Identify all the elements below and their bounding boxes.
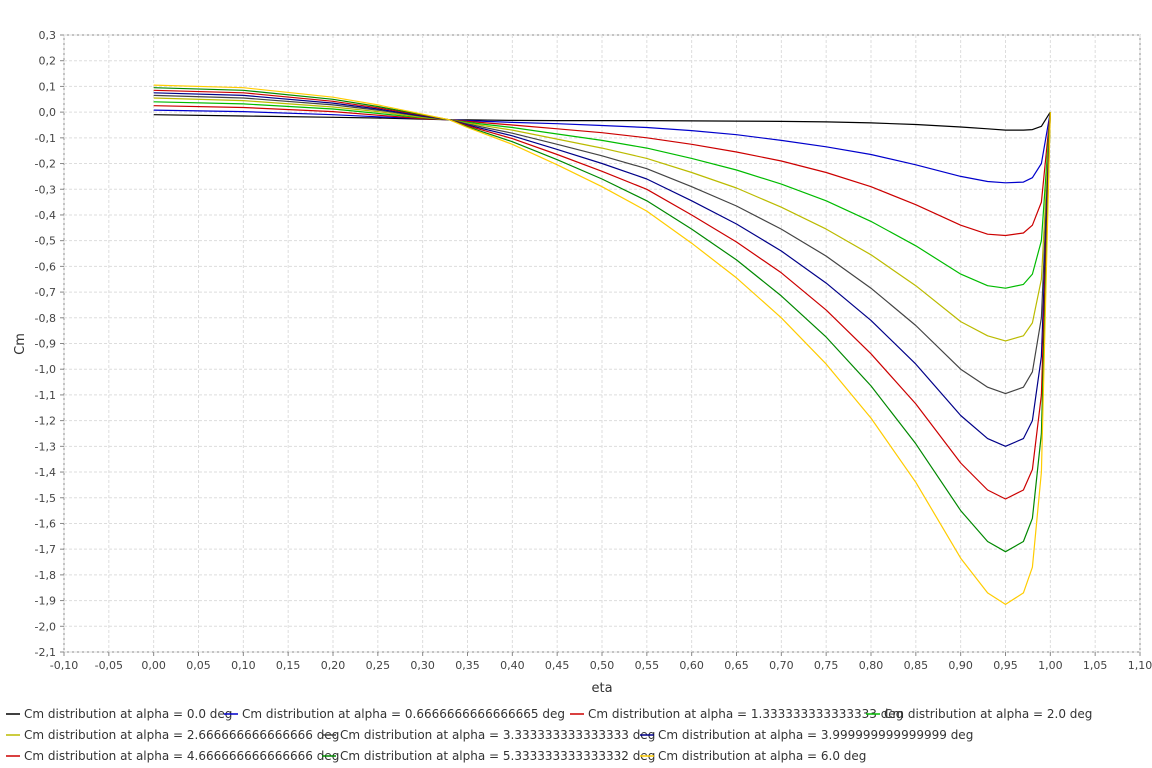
y-tick-label: -0,7: [35, 286, 56, 299]
y-tick-label: -1,2: [35, 415, 56, 428]
series-line-0: [153, 111, 1051, 131]
x-tick-label: 0,50: [590, 659, 615, 672]
legend-entry-1: Cm distribution at alpha = 0.66666666666…: [242, 707, 565, 721]
legend-entry-0: Cm distribution at alpha = 0.0 deg: [24, 707, 232, 721]
x-axis-ticks: -0,10 -0,05 0,00 0,05 0,10 0,15 0,20 0,25 0,30 0,…: [50, 652, 1152, 672]
legend-entry-8: Cm distribution at alpha = 5.33333333333…: [340, 749, 655, 763]
legend-entry-3: Cm distribution at alpha = 2.0 deg: [884, 707, 1092, 721]
series-line-6: [153, 92, 1051, 447]
legend-entry-6: Cm distribution at alpha = 3.99999999999…: [658, 728, 973, 742]
x-tick-label: 0,45: [545, 659, 570, 672]
y-tick-label: -0,6: [35, 260, 56, 273]
y-tick-label: 0,3: [39, 29, 57, 42]
y-tick-label: -2,1: [35, 646, 56, 659]
y-tick-label: -1,8: [35, 569, 56, 582]
legend-entry-9: Cm distribution at alpha = 6.0 deg: [658, 749, 866, 763]
y-tick-label: -0,4: [35, 209, 56, 222]
x-axis-title: eta: [591, 681, 612, 696]
y-tick-label: -1,7: [35, 543, 56, 556]
x-tick-label: 0,40: [500, 659, 525, 672]
y-tick-label: -1,6: [35, 517, 56, 530]
y-axis-title: Cm: [13, 333, 28, 355]
y-tick-label: -1,9: [35, 595, 56, 608]
y-tick-label: -0,3: [35, 183, 56, 196]
x-tick-label: 0,10: [231, 659, 256, 672]
y-tick-label: 0,0: [39, 106, 57, 119]
x-tick-label: 0,05: [186, 659, 211, 672]
y-tick-label: -0,2: [35, 158, 56, 171]
legend-entry-2: Cm distribution at alpha = 1.33333333333…: [588, 707, 903, 721]
x-tick-label: 0,60: [679, 659, 704, 672]
y-tick-label: -0,9: [35, 338, 56, 351]
x-tick-label: 0,75: [814, 659, 839, 672]
x-tick-label: 0,80: [859, 659, 884, 672]
x-tick-label: -0,10: [50, 659, 78, 672]
y-tick-label: -0,8: [35, 312, 56, 325]
series-lines: [153, 84, 1051, 606]
x-tick-label: 0,65: [724, 659, 749, 672]
x-tick-label: 0,55: [635, 659, 660, 672]
legend-entry-5: Cm distribution at alpha = 3.33333333333…: [340, 728, 655, 742]
series-line-9: [153, 84, 1051, 606]
x-tick-label: 0,25: [366, 659, 391, 672]
x-tick-label: 1,00: [1038, 659, 1063, 672]
x-tick-label: 0,15: [276, 659, 301, 672]
y-tick-label: -1,0: [35, 363, 56, 376]
y-tick-label: -1,1: [35, 389, 56, 402]
series-line-2: [153, 105, 1051, 237]
y-axis-ticks: 0,3 0,2 0,1 0,0 -0,1 -0,2 -0,3 -0,4 -0,5 -0,6 -0,7…: [35, 29, 64, 659]
series-line-7: [153, 89, 1051, 500]
x-tick-label: 0,20: [321, 659, 346, 672]
x-tick-label: 0,70: [769, 659, 794, 672]
series-line-3: [153, 101, 1051, 289]
y-tick-label: -2,0: [35, 620, 56, 633]
y-tick-label: -0,5: [35, 235, 56, 248]
y-tick-label: -1,4: [35, 466, 56, 479]
legend-entry-7: Cm distribution at alpha = 4.66666666666…: [24, 749, 339, 763]
y-tick-label: 0,1: [39, 80, 57, 93]
series-line-4: [153, 97, 1051, 342]
x-tick-label: 0,35: [455, 659, 480, 672]
x-tick-label: 0,30: [410, 659, 435, 672]
legend: Cm distribution at alpha = 0.0 deg Cm dis…: [6, 707, 1092, 763]
x-tick-label: -0,05: [95, 659, 123, 672]
x-tick-label: 0,85: [904, 659, 929, 672]
y-tick-label: -1,5: [35, 492, 56, 505]
y-tick-label: 0,2: [39, 55, 57, 68]
x-tick-label: 1,05: [1083, 659, 1108, 672]
x-tick-label: 1,10: [1128, 659, 1152, 672]
series-line-8: [153, 87, 1051, 553]
y-tick-label: -1,3: [35, 440, 56, 453]
x-tick-label: 0,90: [948, 659, 973, 672]
x-tick-label: 0,95: [993, 659, 1018, 672]
y-tick-label: -0,1: [35, 132, 56, 145]
x-tick-label: 0,00: [141, 659, 166, 672]
legend-entry-4: Cm distribution at alpha = 2.66666666666…: [24, 728, 339, 742]
